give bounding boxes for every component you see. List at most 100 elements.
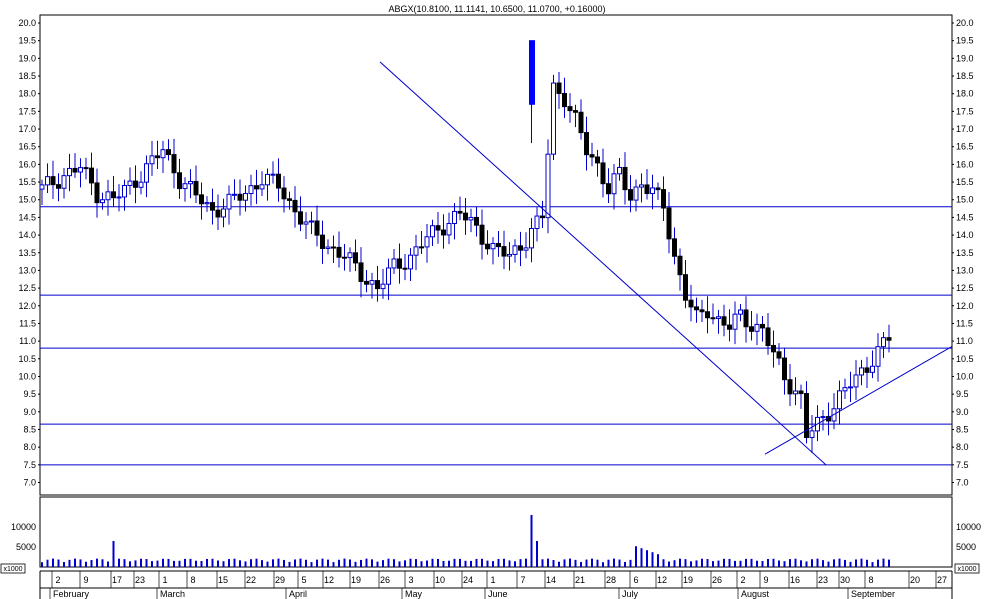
volume-panel-frame (39, 496, 953, 568)
volume-tick-label-left: 10000 (11, 522, 36, 532)
candle-body (749, 326, 754, 332)
candle-body (617, 166, 622, 175)
candle-body (661, 189, 666, 209)
candle-body (402, 267, 408, 270)
month-label: August (741, 589, 770, 599)
candle-body (732, 313, 738, 330)
candle-body (793, 390, 798, 395)
volume-tick-label-right: 5000 (956, 542, 976, 552)
price-tick-label-right: 15.0 (956, 195, 974, 205)
day-tick-label: 3 (408, 575, 413, 585)
candle-body (281, 187, 287, 200)
candle-body (105, 191, 111, 201)
day-tick-label: 21 (575, 575, 585, 585)
candle-body (259, 184, 265, 190)
candle-body (754, 323, 760, 332)
price-tick-label-left: 9.5 (23, 389, 36, 399)
candle-body (644, 184, 650, 195)
price-tick-label-left: 16.5 (18, 142, 36, 152)
price-tick-label-right: 16.5 (956, 142, 974, 152)
price-tick-label-left: 13.5 (18, 248, 36, 258)
candle-body (122, 184, 127, 198)
price-tick-label-right: 11.0 (956, 336, 973, 346)
volume-group (41, 515, 890, 567)
price-tick-label-right: 7.5 (956, 460, 969, 470)
candle-body (72, 167, 78, 173)
candle-body (50, 176, 56, 186)
candle-body (336, 246, 342, 258)
candle-body (193, 180, 199, 196)
candle-body (215, 209, 221, 218)
price-tick-label-right: 18.5 (956, 71, 974, 81)
month-label: June (488, 589, 508, 599)
candle-body (738, 309, 743, 315)
price-tick-label-left: 17.0 (18, 124, 36, 134)
day-tick-label: 9 (763, 575, 768, 585)
downtrend-line (379, 61, 827, 466)
volume-tick-label-right: 10000 (956, 522, 981, 532)
price-tick-label-left: 19.0 (18, 53, 36, 63)
volume-unit-label-left: x1000 (3, 566, 22, 573)
candle-body (595, 156, 600, 164)
candle-body (287, 198, 292, 201)
candle-body (479, 224, 485, 245)
candle-body (265, 173, 270, 186)
candle-body (716, 316, 721, 319)
price-tick-label-right: 8.5 (956, 424, 969, 434)
candle-body (199, 194, 204, 205)
candle-body (683, 274, 688, 301)
price-tick-label-right: 8.0 (956, 442, 969, 452)
candle-body (677, 255, 683, 276)
day-tick-label: 10 (435, 575, 445, 585)
candle-body (353, 252, 358, 264)
candle-body (512, 245, 518, 255)
candle-body (606, 183, 611, 195)
candle-body (666, 207, 672, 240)
price-tick-label-right: 14.5 (956, 212, 974, 222)
candle-body (188, 180, 193, 185)
candle-body (254, 185, 259, 190)
price-tick-label-right: 19.5 (956, 36, 974, 46)
candle-body (452, 210, 457, 225)
candle-body (705, 311, 710, 319)
candle-body (567, 106, 573, 112)
price-tick-label-right: 9.5 (956, 389, 969, 399)
price-tick-label-left: 12.5 (18, 283, 36, 293)
candle-body (848, 386, 853, 389)
price-tick-label-left: 14.0 (18, 230, 36, 240)
day-tick-label: 26 (712, 575, 722, 585)
candle-body (468, 216, 474, 221)
day-tick-label: 12 (657, 575, 667, 585)
candle-body (369, 280, 375, 285)
uptrend-line (764, 345, 953, 455)
candle-body (386, 267, 391, 285)
candle-body (721, 316, 727, 326)
x-axis-group: 2 9 17 23 1 8 15 22 29 5 12 19 26 3 10 24 1 7 14 21 28 6 12 19 2… (49, 571, 947, 599)
price-tick-label-left: 18.0 (18, 89, 36, 99)
candle-body (292, 199, 298, 213)
price-tick-label-left: 11.0 (19, 336, 36, 346)
candle-body (496, 242, 501, 248)
price-tick-label-left: 10.5 (18, 354, 36, 364)
day-tick-label: 2 (55, 575, 60, 585)
day-tick-label: 19 (683, 575, 693, 585)
price-tick-label-right: 16.0 (956, 159, 974, 169)
candle-body (864, 367, 870, 373)
candle-body (430, 225, 435, 238)
candle-body (672, 238, 677, 257)
candle-body (804, 393, 809, 438)
candle-body (171, 154, 177, 174)
candle-body (375, 280, 380, 290)
candle-body (523, 247, 529, 251)
month-label: April (289, 589, 307, 599)
candle-body (144, 163, 149, 183)
candle-body (61, 175, 67, 189)
candle-body (419, 246, 424, 249)
candle-body (633, 186, 639, 201)
candle-body (89, 167, 94, 184)
price-tick-label-right: 12.5 (956, 283, 974, 293)
candle-body (584, 132, 589, 156)
candle-body (276, 173, 281, 189)
price-tick-label-right: 14.0 (956, 230, 974, 240)
month-label: May (405, 589, 423, 599)
